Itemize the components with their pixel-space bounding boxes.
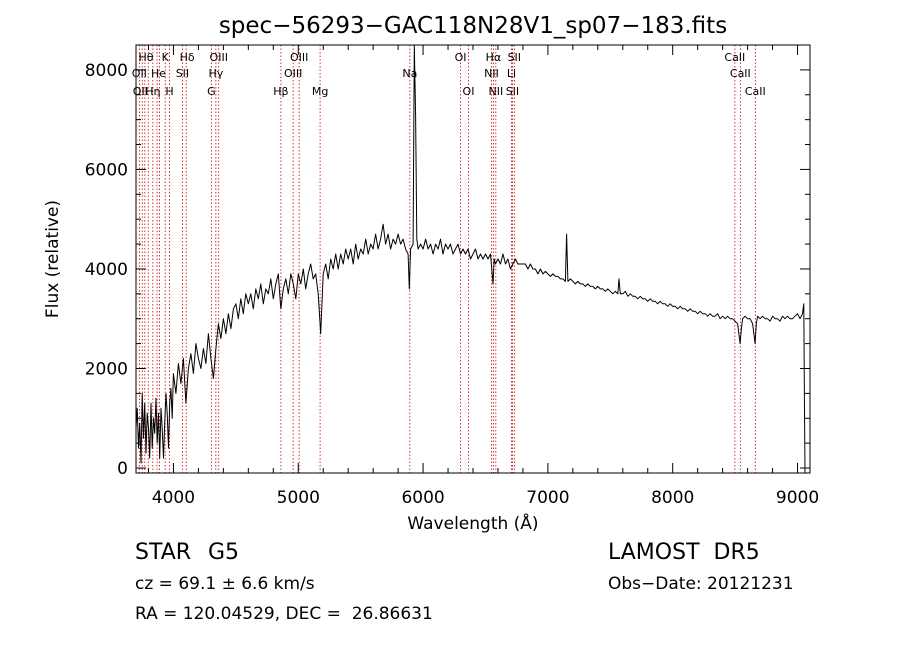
line-label-7: SII xyxy=(508,51,521,64)
line-label-4: OIII xyxy=(290,51,308,64)
redshift-velocity: cz = 69.1 ± 6.6 km/s xyxy=(135,574,315,594)
x-tick-label-7000: 7000 xyxy=(526,488,569,508)
y-tick-label-2000: 2000 xyxy=(85,359,128,379)
line-label-5: OI xyxy=(455,51,467,64)
emission-line-labels: Hθ K Hδ OIII OIII OI Hα SII CaII OII He SII Hγ OIII Na… xyxy=(132,51,766,98)
x-tick-label-8000: 8000 xyxy=(651,488,694,508)
spectrum-line-0 xyxy=(135,44,806,474)
y-axis-label: Flux (relative) xyxy=(43,200,63,318)
x-tick-label-4000: 4000 xyxy=(152,488,195,508)
observation-date: Obs−Date: 20121231 xyxy=(608,574,794,594)
line-label-19: Hη xyxy=(145,85,160,98)
line-label-9: OII xyxy=(132,67,147,80)
y-axis: 0 2000 4000 6000 8000 xyxy=(85,61,810,479)
x-tick-label-6000: 6000 xyxy=(401,488,444,508)
line-label-27: CaII xyxy=(745,85,766,98)
line-label-10: He xyxy=(151,67,166,80)
object-subclass: G5 xyxy=(208,540,240,565)
y-tick-label-4000: 4000 xyxy=(85,260,128,280)
spectrum-series xyxy=(135,44,806,474)
chart-title: spec−56293−GAC118N28V1_sp07−183.fits xyxy=(219,13,727,39)
x-axis-label: Wavelength (Å) xyxy=(407,512,538,534)
line-label-22: Hβ xyxy=(273,85,288,98)
line-label-21: G xyxy=(207,85,216,98)
line-label-1: K xyxy=(162,51,170,64)
y-tick-label-6000: 6000 xyxy=(85,160,128,180)
line-label-11: SII xyxy=(176,67,189,80)
line-label-24: OI xyxy=(463,85,475,98)
line-label-23: Mg xyxy=(312,85,328,98)
line-label-26: SII xyxy=(506,85,519,98)
survey-release: LAMOST DR5 xyxy=(608,540,760,565)
y-tick-label-8000: 8000 xyxy=(85,61,128,81)
line-label-13: OIII xyxy=(284,67,302,80)
line-label-3: OIII xyxy=(210,51,228,64)
line-label-15: NII xyxy=(484,67,499,80)
object-class: STAR xyxy=(135,540,192,565)
line-label-20: H xyxy=(165,85,173,98)
line-label-0: Hθ xyxy=(138,51,153,64)
x-axis: 4000 5000 6000 7000 8000 9000 xyxy=(147,45,819,508)
line-label-25: NII xyxy=(488,85,503,98)
emission-line-markers xyxy=(138,45,756,473)
line-label-17: CaII xyxy=(730,67,751,80)
line-label-2: Hδ xyxy=(180,51,195,64)
x-tick-label-5000: 5000 xyxy=(277,488,320,508)
y-tick-label-0: 0 xyxy=(117,459,128,479)
sky-coordinates: RA = 120.04529, DEC = 26.86631 xyxy=(135,604,433,624)
line-label-8: CaII xyxy=(724,51,745,64)
line-label-6: Hα xyxy=(486,51,502,64)
line-label-12: Hγ xyxy=(208,67,223,80)
line-label-14: Na xyxy=(402,67,417,80)
plot-frame xyxy=(135,44,811,474)
x-tick-label-9000: 9000 xyxy=(776,488,819,508)
line-label-16: Li xyxy=(507,67,516,80)
